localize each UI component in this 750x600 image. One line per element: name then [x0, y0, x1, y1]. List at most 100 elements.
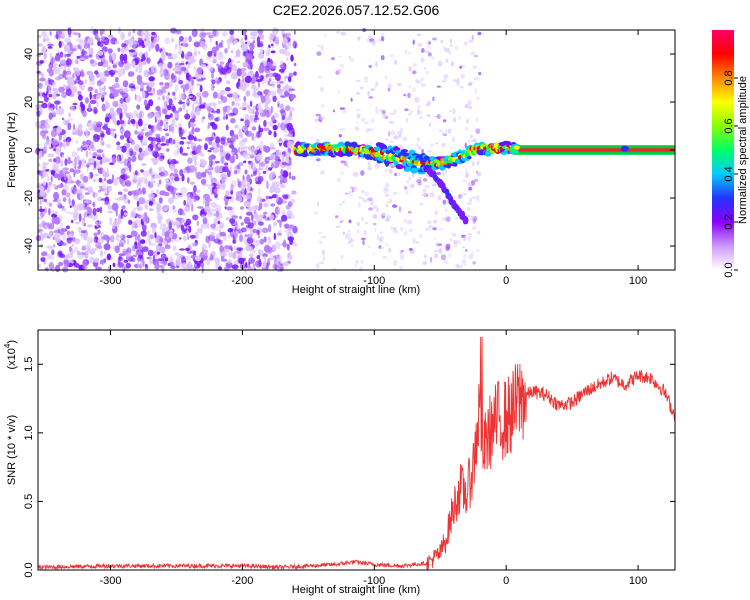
tone-blob: [392, 147, 401, 152]
noise-dot: [177, 50, 183, 55]
noise-dot: [48, 158, 53, 163]
tone-blob: [513, 145, 520, 150]
noise-dot: [220, 156, 225, 165]
noise-dot: [92, 207, 97, 216]
noise-dot: [177, 147, 180, 154]
noise-dot: [163, 204, 170, 210]
noise-dot: [284, 229, 291, 234]
noise-dot: [441, 142, 446, 148]
noise-dot: [404, 49, 408, 54]
noise-dot: [157, 96, 161, 101]
noise-dot: [107, 210, 114, 214]
noise-dot: [317, 201, 320, 207]
noise-dot: [240, 206, 244, 210]
noise-dot: [272, 124, 278, 131]
noise-dot: [47, 181, 52, 189]
noise-dot: [412, 63, 417, 68]
noise-dot: [425, 227, 430, 231]
noise-dot: [421, 148, 424, 155]
noise-dot: [280, 169, 284, 176]
noise-dot: [404, 108, 409, 111]
noise-dot: [51, 127, 57, 131]
noise-dot: [425, 103, 429, 107]
noise-dot: [93, 109, 98, 114]
noise-dot: [466, 214, 471, 218]
noise-dot: [380, 36, 385, 42]
noise-dot: [455, 263, 461, 269]
noise-dot: [160, 89, 167, 94]
noise-dot: [92, 155, 96, 159]
noise-dot: [190, 111, 194, 118]
noise-dot: [194, 255, 202, 262]
noise-dot: [196, 111, 200, 116]
noise-dot: [85, 134, 89, 138]
noise-dot: [209, 231, 216, 236]
noise-dot: [136, 205, 143, 212]
noise-dot: [76, 68, 81, 77]
noise-dot: [124, 64, 130, 71]
noise-dot: [217, 100, 222, 105]
noise-dot: [173, 96, 177, 100]
noise-dot: [356, 121, 359, 125]
noise-dot: [380, 231, 383, 234]
noise-dot: [339, 63, 345, 69]
noise-dot: [465, 172, 469, 178]
noise-dot: [119, 135, 125, 140]
noise-dot: [99, 71, 106, 80]
noise-dot: [424, 185, 430, 189]
noise-dot: [258, 65, 265, 74]
noise-dot: [48, 207, 51, 216]
noise-dot: [270, 105, 273, 114]
noise-dot: [220, 137, 226, 145]
noise-dot: [165, 138, 170, 146]
noise-dot: [94, 33, 99, 41]
noise-dot: [225, 206, 233, 211]
noise-dot: [196, 220, 200, 227]
noise-dot: [360, 259, 364, 265]
noise-dot: [62, 197, 67, 203]
snr-scale-exponent: 4: [3, 343, 12, 348]
tone-blob: [373, 146, 382, 152]
noise-dot: [278, 90, 283, 96]
noise-dot: [86, 224, 93, 228]
noise-dot: [335, 30, 341, 34]
noise-dot: [37, 216, 44, 220]
noise-dot: [412, 39, 415, 45]
noise-dot: [183, 207, 191, 212]
noise-dot: [43, 146, 47, 155]
noise-dot: [141, 30, 144, 38]
noise-dot: [231, 134, 237, 143]
noise-dot: [256, 36, 261, 44]
noise-dot: [183, 87, 186, 93]
noise-dot: [268, 167, 273, 171]
noise-dot: [241, 44, 249, 52]
noise-dot: [415, 240, 420, 245]
noise-dot: [197, 129, 200, 132]
noise-dot: [282, 85, 288, 91]
noise-dot: [131, 120, 136, 125]
noise-dot: [112, 156, 117, 164]
noise-dot: [165, 178, 169, 183]
noise-dot: [286, 57, 289, 61]
noise-dot: [250, 160, 253, 169]
noise-dot: [138, 197, 146, 205]
noise-dot: [188, 225, 192, 233]
noise-dot: [409, 110, 414, 114]
noise-dot: [372, 128, 375, 132]
noise-dot: [442, 199, 447, 205]
noise-dot: [166, 148, 170, 152]
noise-dot: [148, 129, 153, 136]
noise-dot: [172, 245, 177, 252]
noise-dot: [276, 219, 284, 223]
noise-dot: [46, 68, 52, 73]
noise-dot: [61, 91, 67, 99]
noise-dot: [277, 232, 282, 236]
noise-dot: [348, 191, 352, 195]
noise-dot: [452, 79, 458, 83]
noise-dot: [150, 65, 155, 73]
noise-dot: [240, 37, 244, 45]
noise-dot: [339, 203, 342, 207]
noise-dot: [426, 71, 429, 75]
noise-dot: [208, 234, 215, 242]
